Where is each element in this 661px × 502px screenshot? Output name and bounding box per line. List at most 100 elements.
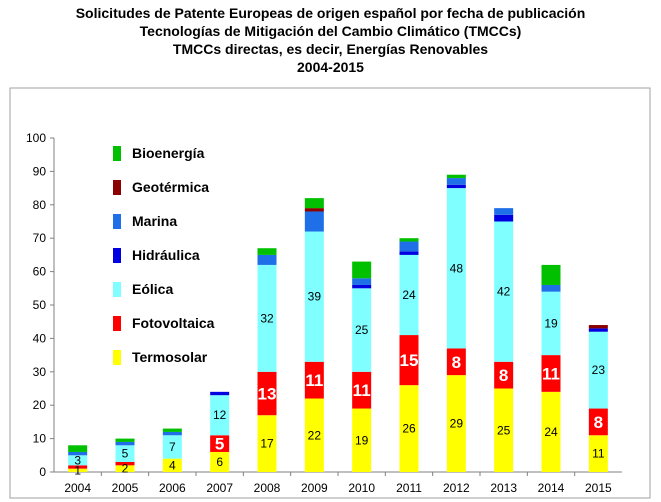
chart-title: Solicitudes de Patente Europeas de orige… bbox=[0, 4, 661, 76]
legend-label: Fotovoltaica bbox=[132, 315, 215, 331]
bars bbox=[68, 174, 608, 472]
data-label: 11 bbox=[592, 447, 605, 461]
bar-segment bbox=[115, 445, 135, 462]
title-line-1: Solicitudes de Patente Europeas de orige… bbox=[75, 5, 586, 21]
legend-label: Eólica bbox=[132, 281, 173, 297]
data-label: 11 bbox=[305, 371, 323, 390]
legend-swatch bbox=[113, 316, 121, 331]
x-tick-label: 2007 bbox=[206, 481, 233, 495]
legend: Bioenergía Geotérmica Marina Hidráulica Eóli… bbox=[113, 145, 215, 365]
bar-segment bbox=[541, 355, 561, 392]
y-tick-label: 10 bbox=[33, 432, 47, 446]
bar-segment bbox=[446, 178, 466, 185]
bar-segment bbox=[210, 451, 230, 472]
bar-segment bbox=[446, 375, 466, 472]
bar-segment bbox=[304, 211, 324, 232]
bar-segment bbox=[115, 438, 135, 442]
x-tick-label: 2014 bbox=[538, 481, 565, 495]
data-label: 7 bbox=[169, 440, 176, 454]
data-label: 24 bbox=[544, 425, 558, 439]
data-label: 15 bbox=[400, 351, 419, 370]
bar-segment bbox=[494, 208, 514, 215]
data-label: 24 bbox=[402, 288, 416, 302]
bar-segment bbox=[257, 371, 277, 416]
bar-segment bbox=[494, 214, 514, 222]
data-label: 23 bbox=[592, 363, 606, 377]
legend-swatch bbox=[113, 248, 121, 263]
bar-segment bbox=[541, 264, 561, 285]
bar-segment bbox=[210, 395, 230, 436]
bar-segment bbox=[304, 198, 324, 209]
bar-segment bbox=[352, 371, 372, 409]
y-tick-label: 0 bbox=[39, 465, 46, 479]
bar-segment bbox=[446, 184, 466, 189]
bar-segment bbox=[588, 328, 608, 332]
bar-segment bbox=[588, 435, 608, 472]
bar-segment bbox=[352, 408, 372, 472]
y-tick-label: 70 bbox=[33, 231, 47, 245]
bar-segment bbox=[257, 254, 277, 265]
bar-segment bbox=[352, 261, 372, 279]
bar-segment bbox=[210, 435, 230, 452]
bar-segment bbox=[399, 238, 419, 242]
y-tick-label: 40 bbox=[33, 331, 47, 345]
bar-segment bbox=[399, 254, 419, 336]
data-label: 13 bbox=[258, 385, 277, 404]
data-label: 8 bbox=[594, 413, 603, 432]
bar-segment bbox=[115, 461, 135, 466]
chart-frame bbox=[9, 87, 651, 499]
bar-segment bbox=[541, 391, 561, 472]
bar-segment bbox=[304, 231, 324, 362]
legend-swatch bbox=[113, 180, 121, 195]
bar-segment bbox=[494, 361, 514, 389]
bar-segment bbox=[446, 348, 466, 376]
x-tick-label: 2010 bbox=[348, 481, 375, 495]
y-tick-label: 50 bbox=[33, 298, 47, 312]
bar-segment bbox=[352, 288, 372, 372]
data-label: 19 bbox=[355, 433, 369, 447]
bar-segment bbox=[446, 188, 466, 349]
data-label: 3 bbox=[74, 453, 81, 467]
data-label: 12 bbox=[213, 408, 227, 422]
x-tick-label: 2004 bbox=[64, 481, 91, 495]
y-tick-label: 80 bbox=[33, 198, 47, 212]
bar-segment bbox=[494, 388, 514, 472]
bar-segment bbox=[399, 335, 419, 386]
data-label: 19 bbox=[544, 316, 558, 330]
bar-segment bbox=[399, 251, 419, 255]
data-label: 48 bbox=[450, 261, 464, 275]
bar-segment bbox=[446, 174, 466, 179]
legend-label: Termosolar bbox=[132, 349, 208, 365]
y-tick-label: 100 bbox=[26, 131, 46, 145]
bar-segment bbox=[399, 385, 419, 472]
bar-segment bbox=[588, 331, 608, 409]
x-tick-label: 2005 bbox=[112, 481, 139, 495]
bar-segment bbox=[541, 291, 561, 356]
x-tick-label: 2009 bbox=[301, 481, 328, 495]
bar-segment bbox=[210, 391, 230, 396]
x-tick-label: 2012 bbox=[443, 481, 470, 495]
legend-swatch bbox=[113, 282, 121, 297]
data-label: 11 bbox=[353, 381, 371, 400]
bar-segment bbox=[304, 398, 324, 472]
bar-segment bbox=[68, 451, 88, 456]
bar-segment bbox=[304, 208, 324, 212]
legend-swatch bbox=[113, 214, 121, 229]
data-label: 22 bbox=[308, 428, 322, 442]
bar-segment bbox=[352, 278, 372, 285]
bar-segment bbox=[588, 408, 608, 436]
x-tick-label: 2013 bbox=[490, 481, 517, 495]
data-label: 8 bbox=[499, 366, 508, 385]
data-label: 25 bbox=[355, 323, 369, 337]
bar-segment bbox=[68, 465, 88, 469]
bar-segment bbox=[352, 284, 372, 289]
legend-label: Bioenergía bbox=[132, 145, 205, 161]
bar-segment bbox=[68, 468, 88, 472]
data-label: 32 bbox=[260, 311, 274, 325]
legend-label: Hidráulica bbox=[132, 247, 200, 263]
bar-segment bbox=[115, 441, 135, 446]
bar-segment bbox=[68, 455, 88, 466]
data-label: 5 bbox=[215, 435, 224, 454]
bar-segment bbox=[304, 361, 324, 399]
